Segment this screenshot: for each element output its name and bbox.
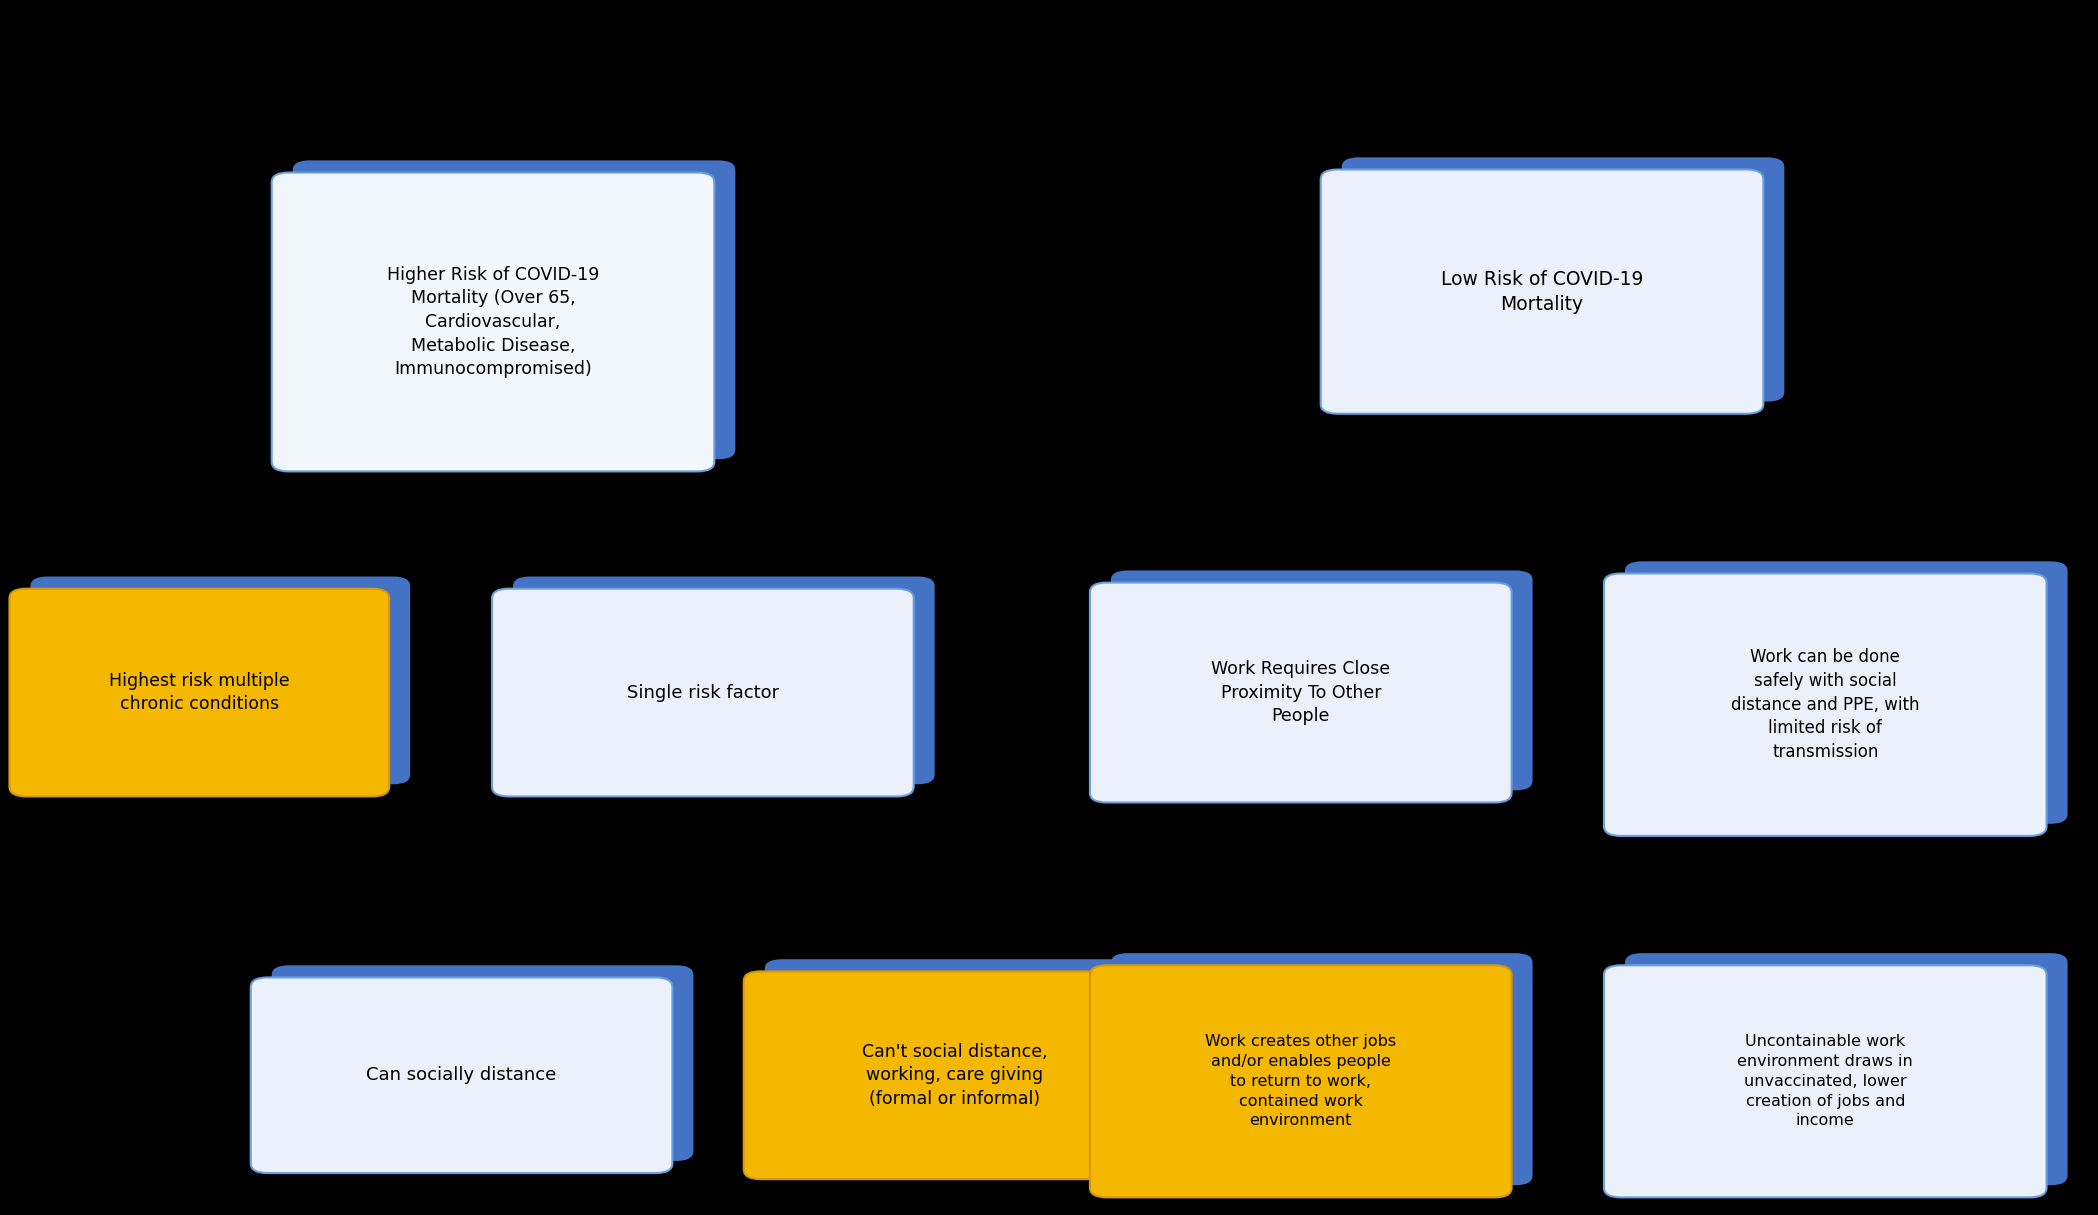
FancyBboxPatch shape [29,577,409,785]
FancyBboxPatch shape [766,960,1187,1166]
FancyBboxPatch shape [1110,571,1532,791]
Text: Can't social distance,
working, care giving
(formal or informal): Can't social distance, working, care giv… [862,1042,1047,1108]
Text: Work can be done
safely with social
distance and PPE, with
limited risk of
trans: Work can be done safely with social dist… [1731,649,1920,761]
Text: Single risk factor: Single risk factor [627,684,778,701]
FancyBboxPatch shape [271,173,713,471]
FancyBboxPatch shape [745,972,1166,1179]
FancyBboxPatch shape [491,589,915,797]
FancyBboxPatch shape [1603,965,2048,1198]
FancyBboxPatch shape [8,589,388,797]
FancyBboxPatch shape [273,965,692,1162]
Text: Higher Risk of COVID-19
Mortality (Over 65,
Cardiovascular,
Metabolic Disease,
I: Higher Risk of COVID-19 Mortality (Over … [386,266,600,378]
Text: Work creates other jobs
and/or enables people
to return to work,
contained work
: Work creates other jobs and/or enables p… [1204,1034,1397,1129]
FancyBboxPatch shape [1110,953,1532,1186]
Text: Highest risk multiple
chronic conditions: Highest risk multiple chronic conditions [109,672,290,713]
FancyBboxPatch shape [1624,561,2069,824]
FancyBboxPatch shape [1603,573,2048,836]
FancyBboxPatch shape [1089,965,1511,1198]
FancyBboxPatch shape [1320,169,1762,413]
FancyBboxPatch shape [1624,953,2069,1186]
FancyBboxPatch shape [1089,583,1511,803]
Text: Uncontainable work
environment draws in
unvaccinated, lower
creation of jobs and: Uncontainable work environment draws in … [1737,1034,1913,1129]
FancyBboxPatch shape [292,160,736,459]
Text: Can socially distance: Can socially distance [367,1067,556,1084]
Text: Work Requires Close
Proximity To Other
People: Work Requires Close Proximity To Other P… [1211,660,1391,725]
Text: Low Risk of COVID-19
Mortality: Low Risk of COVID-19 Mortality [1441,270,1643,313]
FancyBboxPatch shape [252,977,671,1174]
FancyBboxPatch shape [512,577,936,785]
FancyBboxPatch shape [1341,157,1783,401]
